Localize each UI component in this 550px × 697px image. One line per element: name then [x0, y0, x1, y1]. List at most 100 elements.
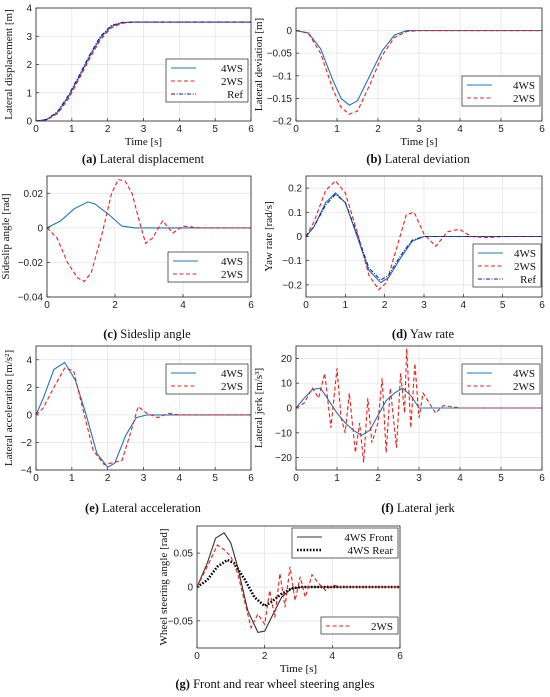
- tick-label-y: 0.2: [288, 184, 302, 195]
- tick-label-y: −0.15: [267, 94, 293, 105]
- series-line-4ws: [47, 201, 251, 229]
- tick-label-x: 2: [262, 651, 268, 662]
- tick-label-y: −0.1: [282, 256, 302, 267]
- legend-label: 4WS: [513, 80, 535, 92]
- tick-label-y: 1: [26, 88, 32, 99]
- caption-text: Lateral displacement: [96, 152, 204, 166]
- tick-label-x: 3: [416, 473, 422, 484]
- legend-label: 2WS: [221, 269, 243, 281]
- y-axis-label: Wheel steering angle [rad]: [158, 529, 170, 646]
- legend-box: [461, 75, 541, 107]
- caption-d: (d) Yaw rate: [392, 327, 455, 341]
- tick-label-x: 5: [212, 124, 218, 135]
- caption-tag: (c): [103, 327, 117, 341]
- legend-label: 2WS: [513, 93, 535, 105]
- y-axis-label: Yaw rate [rad/s]: [263, 201, 275, 271]
- tick-label-y: −20: [275, 453, 292, 464]
- legend-label: Ref: [227, 89, 243, 101]
- legend-label: 2WS: [221, 76, 243, 88]
- chart-c: 0 2 4 6 0.02 0 −0.02 −0.04 Sideslip angle [rad] 4…: [0, 175, 254, 341]
- tick-label-x: 1: [69, 473, 75, 484]
- chart-d: 0 1 2 3 4 5 6 0.2 0.1 0 −0.1 −0.2 Yaw rate [rad/s] 4W…: [263, 175, 545, 341]
- caption-text: Lateral deviation: [382, 152, 471, 166]
- legend-label: 4WS Rear: [347, 545, 393, 557]
- series-line-2ws: [36, 21, 251, 121]
- tick-label-x: 0: [293, 473, 299, 484]
- legend-label: 4WS Front: [344, 532, 393, 544]
- tick-label-x: 4: [177, 124, 183, 135]
- series-line-2ws: [47, 178, 251, 283]
- legend-label: 2WS: [513, 381, 535, 393]
- caption-tag: (e): [85, 501, 99, 515]
- series-line-4ws-rear: [197, 558, 400, 608]
- caption-tag: (d): [392, 327, 407, 341]
- tick-label-x: 0: [33, 124, 39, 135]
- y-axis-label: Lateral acceleration [m/s²]: [3, 350, 15, 466]
- caption-text: Yaw rate: [407, 327, 454, 341]
- tick-label-x: 6: [539, 300, 545, 311]
- y-axis-label: Lateral deviation [m]: [253, 18, 265, 111]
- tick-label-y: 2: [26, 383, 32, 394]
- tick-label-y: −0.05: [267, 49, 293, 60]
- tick-label-x: 2: [112, 300, 118, 311]
- tick-label-y: 4: [26, 4, 32, 15]
- caption-a: (a) Lateral displacement: [82, 152, 205, 166]
- legend-label: 2WS: [371, 621, 393, 633]
- x-axis-label: Time [s]: [400, 136, 437, 148]
- tick-label-x: 3: [421, 300, 427, 311]
- tick-label-y: 0.1: [288, 208, 302, 219]
- tick-label-x: 2: [375, 473, 381, 484]
- chart-e: 0 1 2 3 4 5 6 4 2 0 −2 −4 Lateral acceleration [m/s²…: [3, 345, 254, 515]
- tick-label-x: 4: [177, 473, 183, 484]
- legend-box: [472, 243, 542, 288]
- tick-label-x: 2: [105, 473, 111, 484]
- legend-label: 4WS: [221, 368, 243, 380]
- caption-b: (b) Lateral deviation: [366, 152, 470, 166]
- tick-label-x: 2: [105, 124, 111, 135]
- caption-tag: (a): [82, 152, 97, 166]
- x-axis-label: Time [s]: [280, 663, 317, 675]
- series-line-2ws: [306, 179, 542, 291]
- tick-label-y: 3: [26, 32, 32, 43]
- tick-label-y: −4: [21, 466, 33, 477]
- tick-label-x: 6: [248, 124, 254, 135]
- legend-label: 4WS: [221, 63, 243, 75]
- tick-label-x: 0: [293, 124, 299, 135]
- tick-label-y: 4: [26, 355, 32, 366]
- caption-tag: (g): [175, 677, 190, 691]
- caption-tag: (f): [381, 501, 394, 515]
- legend-label: 2WS: [514, 261, 536, 273]
- legend-box: [320, 616, 399, 635]
- tick-label-y: −0.02: [18, 258, 44, 269]
- legend-box: [291, 527, 399, 559]
- legend-box: [165, 363, 249, 395]
- tick-label-x: 0: [303, 300, 309, 311]
- tick-label-y: −0.04: [18, 293, 44, 304]
- tick-label-x: 1: [343, 300, 349, 311]
- tick-label-x: 4: [457, 473, 463, 484]
- tick-label-x: 4: [457, 124, 463, 135]
- tick-label-x: 2: [382, 300, 388, 311]
- tick-label-x: 3: [141, 473, 147, 484]
- tick-label-y: −0.2: [282, 280, 302, 291]
- series-line-4ws: [36, 361, 251, 468]
- tick-label-y: 0: [187, 583, 193, 594]
- legend-label: 4WS: [513, 368, 535, 380]
- tick-label-x: 5: [212, 473, 218, 484]
- tick-label-x: 0: [44, 300, 50, 311]
- y-axis-label: Lateral displacement [m]: [3, 9, 15, 120]
- tick-label-x: 5: [500, 300, 506, 311]
- tick-label-x: 6: [397, 651, 403, 662]
- chart-f: 0 1 2 3 4 5 6 20 10 0 −10 −20 Lateral jerk [m/s³] 4WS…: [253, 345, 545, 515]
- tick-label-x: 5: [498, 124, 504, 135]
- tick-label-x: 2: [375, 124, 381, 135]
- caption-text: Sideslip angle: [117, 327, 191, 341]
- tick-label-y: 0.02: [24, 189, 44, 200]
- tick-label-y: 0: [296, 232, 302, 243]
- tick-label-x: 3: [416, 124, 422, 135]
- legend-box: [461, 363, 541, 395]
- chart-a: 0 1 2 3 4 5 6 0 1 2 3 4 Time [s] Lateral displacement…: [3, 4, 254, 167]
- tick-label-y: −2: [21, 438, 33, 449]
- tick-label-y: −0.05: [168, 616, 194, 627]
